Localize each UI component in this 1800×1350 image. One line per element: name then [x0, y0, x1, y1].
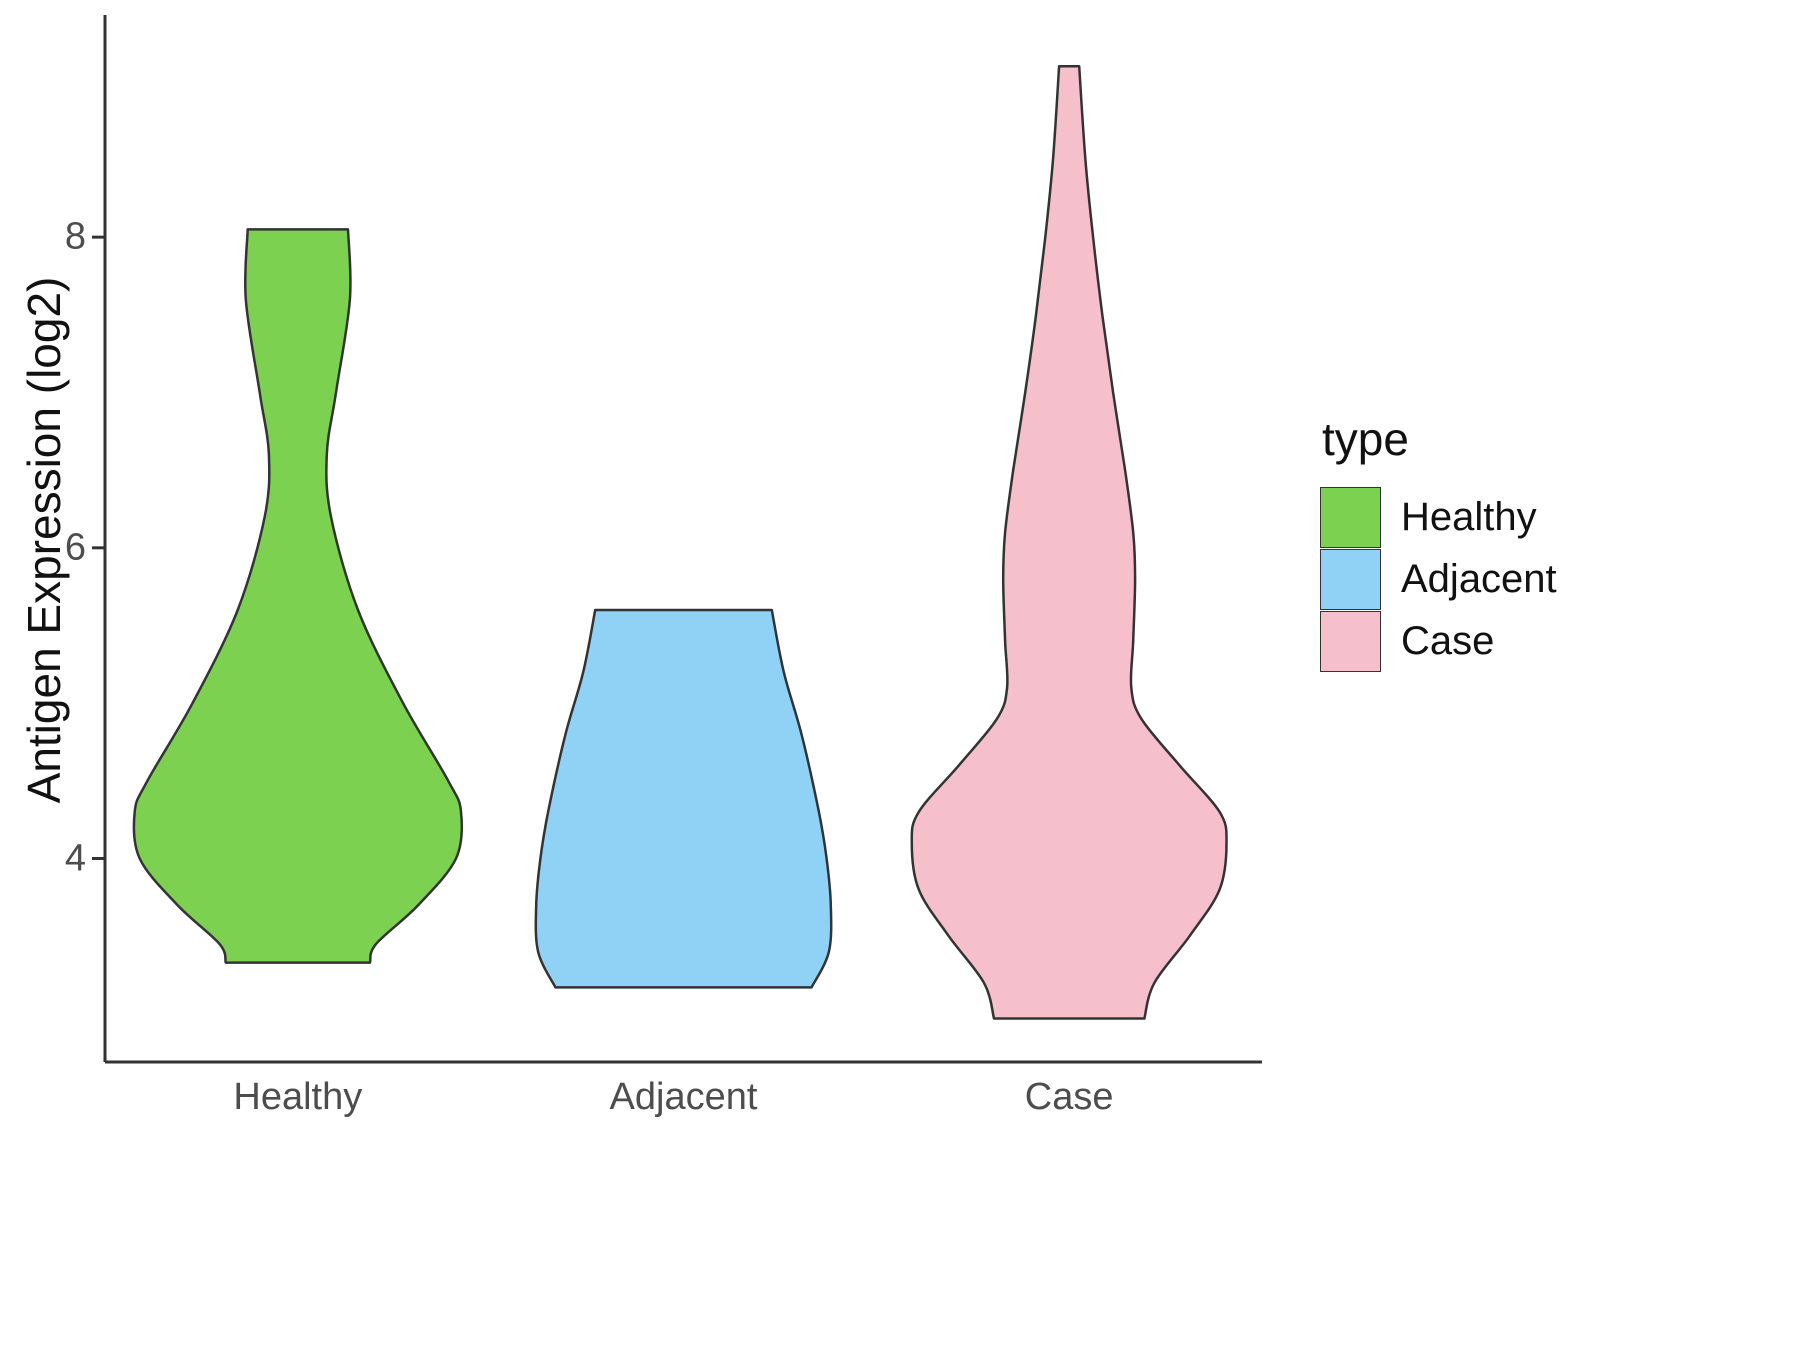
legend-label-healthy: Healthy	[1401, 494, 1537, 539]
y-tick-label-6: 6	[64, 526, 86, 569]
legend-label-case: Case	[1401, 618, 1495, 663]
legend-swatch-adjacent	[1320, 548, 1381, 610]
legend-swatch-case	[1320, 610, 1381, 672]
violin-case	[910, 65, 1228, 1020]
legend: type Healthy Adjacent Case	[1320, 412, 1557, 672]
legend-entry-adjacent: Adjacent	[1320, 548, 1557, 610]
violin-healthy	[132, 228, 464, 964]
legend-title: type	[1322, 413, 1409, 465]
y-tick-label-4: 4	[64, 837, 86, 879]
legend-entry-case: Case	[1320, 610, 1557, 672]
x-tick-label-case: Case	[1024, 1076, 1114, 1118]
legend-entry-healthy: Healthy	[1320, 486, 1557, 548]
legend-swatch-healthy	[1320, 486, 1381, 548]
x-tick-label-adjacent: Adjacent	[609, 1076, 758, 1118]
x-tick-label-healthy: Healthy	[233, 1076, 363, 1118]
y-tick-label-8: 8	[64, 215, 86, 258]
violin-adjacent	[534, 608, 833, 989]
legend-label-adjacent: Adjacent	[1401, 556, 1557, 601]
